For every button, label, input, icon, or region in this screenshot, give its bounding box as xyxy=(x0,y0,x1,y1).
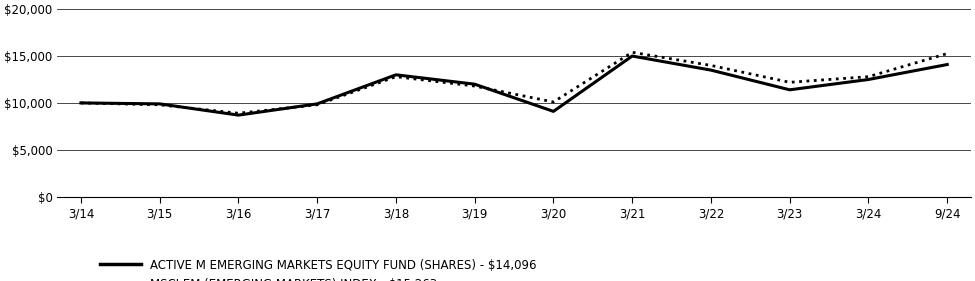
ACTIVE M EMERGING MARKETS EQUITY FUND (SHARES) - $14,096 xyxy=(705,69,717,72)
ACTIVE M EMERGING MARKETS EQUITY FUND (SHARES) - $14,096 xyxy=(626,54,638,58)
MSCI EM (EMERGING MARKETS) INDEX - $15,263 xyxy=(390,75,402,78)
MSCI EM (EMERGING MARKETS) INDEX - $15,263 xyxy=(469,84,481,88)
ACTIVE M EMERGING MARKETS EQUITY FUND (SHARES) - $14,096 xyxy=(75,101,87,105)
MSCI EM (EMERGING MARKETS) INDEX - $15,263 xyxy=(863,75,875,78)
ACTIVE M EMERGING MARKETS EQUITY FUND (SHARES) - $14,096 xyxy=(311,102,323,106)
ACTIVE M EMERGING MARKETS EQUITY FUND (SHARES) - $14,096 xyxy=(469,83,481,86)
MSCI EM (EMERGING MARKETS) INDEX - $15,263 xyxy=(233,112,245,115)
MSCI EM (EMERGING MARKETS) INDEX - $15,263 xyxy=(705,64,717,67)
Legend: ACTIVE M EMERGING MARKETS EQUITY FUND (SHARES) - $14,096, MSCI EM (EMERGING MARK: ACTIVE M EMERGING MARKETS EQUITY FUND (S… xyxy=(99,259,537,281)
Line: ACTIVE M EMERGING MARKETS EQUITY FUND (SHARES) - $14,096: ACTIVE M EMERGING MARKETS EQUITY FUND (S… xyxy=(81,56,947,115)
MSCI EM (EMERGING MARKETS) INDEX - $15,263 xyxy=(548,100,560,104)
MSCI EM (EMERGING MARKETS) INDEX - $15,263 xyxy=(154,103,166,106)
MSCI EM (EMERGING MARKETS) INDEX - $15,263 xyxy=(75,101,87,105)
ACTIVE M EMERGING MARKETS EQUITY FUND (SHARES) - $14,096 xyxy=(233,114,245,117)
ACTIVE M EMERGING MARKETS EQUITY FUND (SHARES) - $14,096 xyxy=(941,63,953,66)
Line: MSCI EM (EMERGING MARKETS) INDEX - $15,263: MSCI EM (EMERGING MARKETS) INDEX - $15,2… xyxy=(81,52,947,113)
MSCI EM (EMERGING MARKETS) INDEX - $15,263 xyxy=(784,81,796,84)
ACTIVE M EMERGING MARKETS EQUITY FUND (SHARES) - $14,096 xyxy=(154,102,166,106)
MSCI EM (EMERGING MARKETS) INDEX - $15,263 xyxy=(941,52,953,55)
ACTIVE M EMERGING MARKETS EQUITY FUND (SHARES) - $14,096 xyxy=(390,73,402,76)
ACTIVE M EMERGING MARKETS EQUITY FUND (SHARES) - $14,096 xyxy=(784,88,796,92)
ACTIVE M EMERGING MARKETS EQUITY FUND (SHARES) - $14,096 xyxy=(548,110,560,113)
ACTIVE M EMERGING MARKETS EQUITY FUND (SHARES) - $14,096 xyxy=(863,78,875,81)
MSCI EM (EMERGING MARKETS) INDEX - $15,263 xyxy=(311,103,323,106)
MSCI EM (EMERGING MARKETS) INDEX - $15,263 xyxy=(626,51,638,54)
